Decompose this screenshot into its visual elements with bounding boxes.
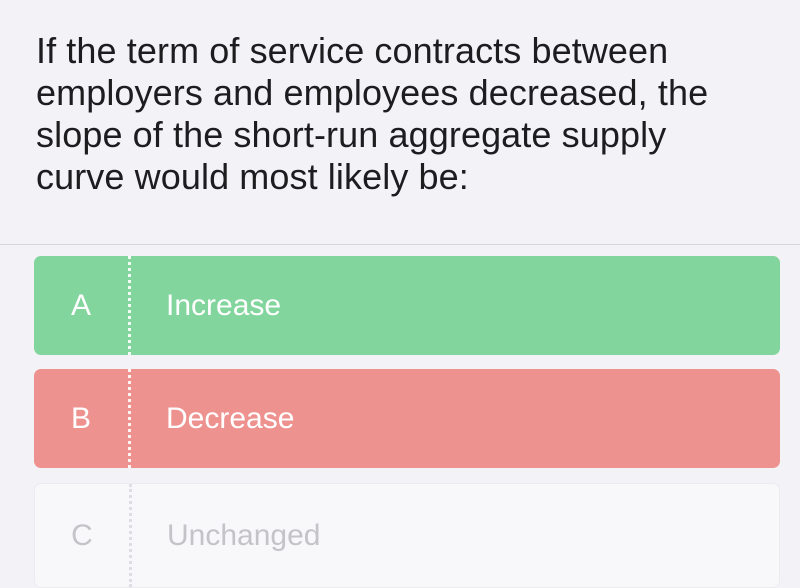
question-panel: If the term of service contracts between… (0, 0, 800, 244)
question-text: If the term of service contracts between… (36, 30, 709, 197)
option-letter: A (70, 288, 91, 322)
option-label: Decrease (166, 401, 295, 435)
option-letter: C (71, 518, 93, 552)
option-separator (128, 256, 131, 355)
divider (0, 244, 800, 245)
option-separator (129, 484, 132, 587)
option-separator (128, 369, 131, 468)
answer-option-c[interactable]: C Unchanged (34, 483, 780, 588)
option-label: Unchanged (167, 518, 321, 552)
answer-option-b[interactable]: B Decrease (34, 369, 780, 468)
option-letter: B (70, 401, 91, 435)
option-label: Increase (166, 288, 282, 322)
answer-option-a[interactable]: A Increase (34, 256, 780, 355)
